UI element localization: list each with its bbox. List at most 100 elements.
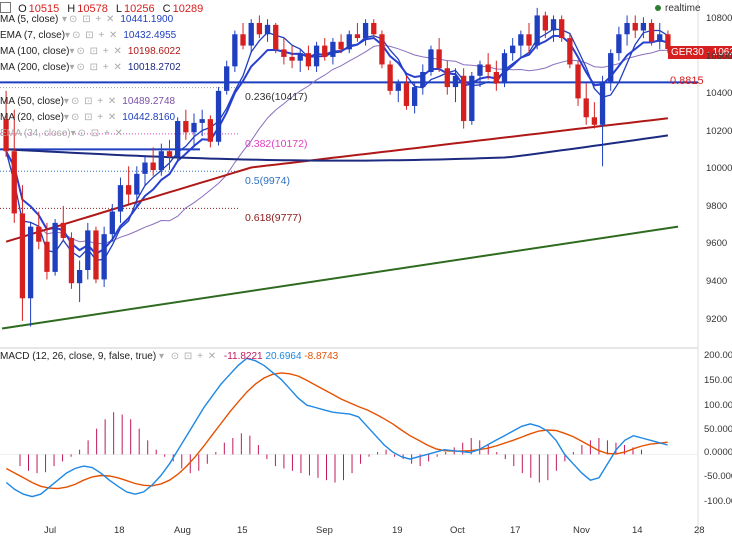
candle — [460, 68, 467, 129]
fib-label: 0.236(10417) — [245, 91, 308, 103]
candle-body — [403, 83, 410, 106]
candle-body — [264, 24, 271, 35]
macd-tick: 0.0000 — [704, 447, 732, 458]
indicator-controls[interactable]: ⊙ ⊡ + ✕ — [77, 128, 124, 139]
candle — [501, 49, 508, 88]
collapse-toggle-icon[interactable] — [0, 2, 11, 13]
candle-body — [460, 75, 467, 122]
candle — [542, 11, 549, 39]
candle-body — [550, 19, 557, 31]
indicator-row[interactable]: EMA (34, close) ▾ ⊙ ⊡ + ✕ — [0, 128, 129, 139]
price-tick: 9400 — [706, 276, 728, 287]
price-tick: 9800 — [706, 201, 728, 212]
candle-body — [608, 53, 614, 82]
candle — [232, 30, 238, 72]
indicator-name: EMA (7, close) — [0, 30, 66, 41]
candle-body — [134, 173, 140, 195]
candle-body — [27, 226, 34, 299]
candle-body — [60, 222, 66, 238]
candle — [224, 60, 230, 95]
candle-body — [76, 270, 83, 284]
dropdown-icon[interactable]: ▾ — [62, 14, 68, 25]
dropdown-icon[interactable]: ▾ — [63, 96, 69, 107]
candle — [44, 222, 50, 280]
candle-body — [632, 22, 638, 31]
candle — [52, 219, 58, 276]
fib-label: 0.382(10172) — [245, 138, 308, 150]
candle — [60, 205, 66, 242]
ma20-line — [5, 44, 668, 245]
moving-averages — [5, 28, 669, 261]
candle — [27, 222, 34, 327]
indicator-row[interactable]: MA (20, close) ▾ ⊙ ⊡ + ✕ 10442.8160 — [0, 112, 175, 123]
candle-body — [44, 241, 50, 272]
candle — [322, 38, 328, 61]
candle — [150, 147, 156, 176]
indicator-controls[interactable]: ⊙ ⊡ + ✕ — [70, 112, 118, 123]
indicator-name: MA (200, close) — [0, 62, 70, 73]
candle — [395, 79, 401, 103]
candle — [207, 115, 214, 148]
realtime-dot-icon — [655, 5, 661, 11]
macd-tick: 100.000 — [704, 400, 732, 411]
candle-body — [125, 185, 132, 195]
candle-body — [305, 53, 312, 67]
indicator-controls[interactable]: ⊙ ⊡ + ✕ — [76, 46, 123, 57]
candle-body — [534, 15, 540, 46]
ma100-line — [5, 117, 669, 243]
candle — [665, 30, 671, 54]
indicator-value: 10441.1900 — [120, 14, 174, 25]
indicator-value: 10198.6022 — [127, 46, 181, 57]
dropdown-icon[interactable]: ▾ — [65, 30, 71, 41]
indicator-controls[interactable]: ⊙ ⊡ + ✕ — [70, 96, 118, 107]
candle — [183, 109, 189, 140]
candle — [11, 109, 17, 223]
candle — [469, 72, 475, 125]
indicator-row[interactable]: EMA (7, close) ▾ ⊙ ⊡ + ✕ 10432.4955 — [0, 30, 176, 41]
dropdown-icon[interactable]: ▾ — [70, 128, 76, 139]
candle-body — [322, 45, 328, 57]
indicator-row[interactable]: MA (50, close) ▾ ⊙ ⊡ + ✕ 10489.2748 — [0, 96, 175, 107]
dropdown-icon[interactable]: ▾ — [69, 62, 75, 73]
candle — [354, 22, 361, 42]
time-tick: 15 — [237, 525, 248, 536]
candle — [526, 22, 532, 54]
candle-body — [68, 237, 75, 284]
candle — [452, 68, 459, 103]
candle-body — [256, 22, 263, 35]
price-tick: 10400 — [706, 88, 732, 99]
candle-body — [142, 162, 148, 174]
candle — [485, 53, 491, 80]
candle — [550, 15, 557, 42]
candle-body — [485, 64, 491, 72]
candle-body — [510, 45, 516, 54]
candle-body — [665, 34, 671, 49]
candle-body — [224, 66, 230, 91]
indicator-controls[interactable]: ⊙ ⊡ + ✕ — [72, 30, 119, 41]
candle-body — [175, 121, 181, 157]
indicator-controls[interactable]: ⊙ ⊡ + ✕ — [76, 62, 123, 73]
indicator-row[interactable]: MA (5, close) ▾ ⊙ ⊡ + ✕ 10441.1900 — [0, 14, 173, 25]
candle-body — [444, 68, 450, 88]
candle — [215, 87, 222, 146]
indicator-name: MA (5, close) — [0, 14, 59, 25]
dropdown-icon[interactable]: ▾ — [63, 112, 69, 123]
indicator-controls[interactable]: ⊙ ⊡ + ✕ — [69, 14, 116, 25]
ema7-line — [5, 34, 669, 256]
dropdown-icon[interactable]: ▾ — [69, 46, 75, 57]
candle — [403, 75, 410, 110]
signal-line — [5, 372, 668, 490]
candles — [3, 7, 671, 327]
indicator-row[interactable]: MA (200, close) ▾ ⊙ ⊡ + ✕ 10018.2702 — [0, 62, 181, 73]
macd-controls[interactable]: ⊙ ⊡ + ✕ — [170, 351, 218, 362]
candle — [289, 45, 295, 69]
indicator-row[interactable]: MA (100, close) ▾ ⊙ ⊡ + ✕ 10198.6022 — [0, 46, 181, 57]
macd-series — [5, 357, 668, 498]
candle-body — [150, 162, 156, 171]
candle — [657, 22, 663, 50]
high-value: 10578 — [77, 3, 108, 15]
open-value: 10515 — [28, 3, 60, 15]
candle-body — [657, 34, 663, 42]
macd-dropdown-icon[interactable]: ▾ — [158, 351, 164, 362]
